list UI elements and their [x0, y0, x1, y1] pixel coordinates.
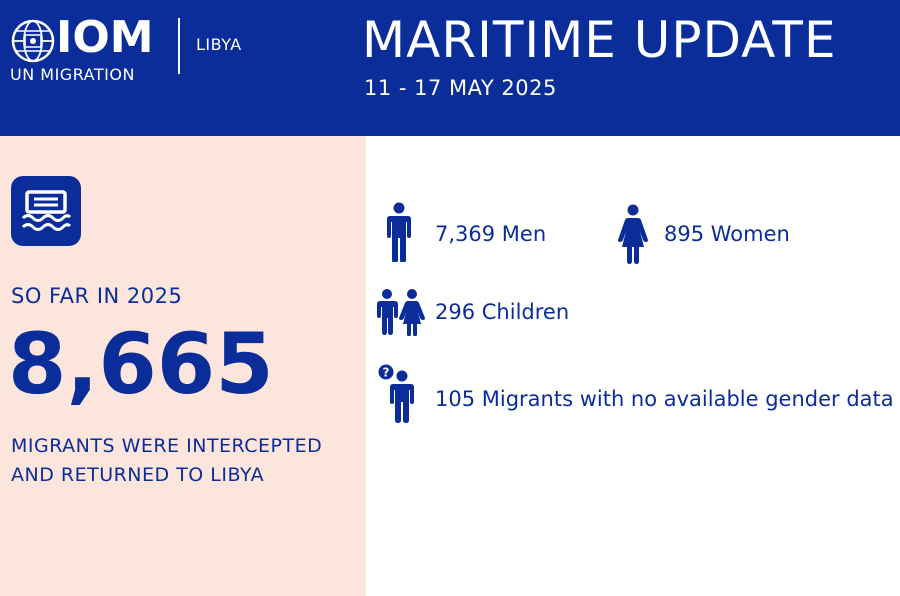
svg-text:?: ?: [383, 366, 390, 380]
summary-panel: SO FAR IN 2025 8,665 MIGRANTS WERE INTER…: [0, 136, 366, 596]
logo-divider: [178, 18, 180, 74]
header-banner: IOM UN MIGRATION LIBYA MARITIME UPDATE 1…: [0, 0, 900, 136]
unknown-gender-count: 105 Migrants with no available gender da…: [435, 387, 894, 411]
man-icon: [387, 202, 411, 262]
children-count: 296 Children: [435, 300, 570, 324]
woman-icon: [618, 204, 648, 264]
page-title: MARITIME UPDATE: [362, 11, 837, 69]
logo-subtitle: UN MIGRATION: [10, 65, 135, 84]
children-icon: [377, 289, 425, 336]
logo-wordmark: IOM: [56, 12, 154, 63]
unknown-gender-icon: ?: [378, 364, 414, 423]
globe-emblem-icon: [11, 19, 55, 63]
boat-icon: [11, 176, 81, 246]
women-count: 895 Women: [664, 222, 790, 246]
country-label: LIBYA: [196, 35, 242, 54]
period-label: SO FAR IN 2025: [11, 284, 183, 308]
men-count: 7,369 Men: [435, 222, 547, 246]
breakdown-panel: 7,369 Men 895 Women 296 Children ? 105 M…: [366, 136, 900, 596]
date-range: 11 - 17 MAY 2025: [364, 76, 557, 100]
total-description: MIGRANTS WERE INTERCEPTED AND RETURNED T…: [11, 435, 323, 486]
total-intercepted: 8,665: [8, 315, 274, 413]
